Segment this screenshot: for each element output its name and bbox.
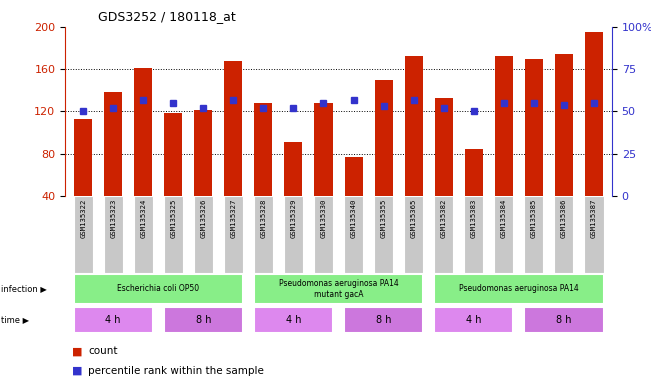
Bar xyxy=(405,56,422,196)
Text: ■: ■ xyxy=(72,366,82,376)
Text: GSM135355: GSM135355 xyxy=(381,198,387,238)
Bar xyxy=(404,196,423,273)
Text: GSM135385: GSM135385 xyxy=(531,198,537,238)
Text: percentile rank within the sample: percentile rank within the sample xyxy=(88,366,264,376)
Bar xyxy=(465,149,483,196)
Text: GSM135329: GSM135329 xyxy=(290,198,296,238)
Text: GSM135330: GSM135330 xyxy=(320,198,327,238)
Text: count: count xyxy=(88,346,117,356)
Bar xyxy=(254,196,273,273)
Bar xyxy=(284,142,303,196)
Text: GSM135323: GSM135323 xyxy=(110,198,116,238)
Text: GSM135387: GSM135387 xyxy=(591,198,597,238)
Bar xyxy=(314,196,333,273)
Bar xyxy=(344,196,363,273)
Bar xyxy=(344,307,423,333)
Bar xyxy=(434,307,514,333)
Text: GSM135340: GSM135340 xyxy=(350,198,357,238)
Text: GSM135328: GSM135328 xyxy=(260,198,266,238)
Bar xyxy=(374,196,393,273)
Bar xyxy=(194,196,213,273)
Bar xyxy=(464,196,483,273)
Text: Escherichia coli OP50: Escherichia coli OP50 xyxy=(117,285,199,293)
Bar xyxy=(194,110,212,196)
Text: GDS3252 / 180118_at: GDS3252 / 180118_at xyxy=(98,10,236,23)
Text: ■: ■ xyxy=(72,346,82,356)
Text: time ▶: time ▶ xyxy=(1,315,29,324)
Bar xyxy=(495,56,513,196)
Text: 4 h: 4 h xyxy=(105,314,121,325)
Text: 4 h: 4 h xyxy=(286,314,301,325)
Text: infection ▶: infection ▶ xyxy=(1,285,46,293)
Text: 8 h: 8 h xyxy=(376,314,391,325)
Bar xyxy=(163,196,183,273)
Bar xyxy=(134,68,152,196)
Text: GSM135326: GSM135326 xyxy=(201,198,206,238)
Text: GSM135384: GSM135384 xyxy=(501,198,506,238)
Bar xyxy=(255,103,272,196)
Text: Pseudomonas aeruginosa PA14: Pseudomonas aeruginosa PA14 xyxy=(459,285,579,293)
Bar xyxy=(434,196,453,273)
Bar xyxy=(225,61,242,196)
Text: GSM135365: GSM135365 xyxy=(411,198,417,238)
Text: GSM135327: GSM135327 xyxy=(230,198,236,238)
Bar xyxy=(104,92,122,196)
Bar xyxy=(524,307,603,333)
Bar xyxy=(494,196,514,273)
Text: GSM135383: GSM135383 xyxy=(471,198,477,238)
Text: GSM135324: GSM135324 xyxy=(140,198,146,238)
Text: GSM135322: GSM135322 xyxy=(80,198,86,238)
Bar xyxy=(555,55,573,196)
Bar xyxy=(585,32,603,196)
Bar xyxy=(585,196,603,273)
Text: 4 h: 4 h xyxy=(466,314,482,325)
Bar xyxy=(74,196,92,273)
Bar xyxy=(104,196,123,273)
Bar xyxy=(344,157,363,196)
Text: Pseudomonas aeruginosa PA14
mutant gacA: Pseudomonas aeruginosa PA14 mutant gacA xyxy=(279,279,398,299)
Bar xyxy=(524,196,544,273)
Bar xyxy=(525,59,543,196)
Bar xyxy=(434,274,603,304)
Bar xyxy=(314,103,333,196)
Bar xyxy=(74,274,243,304)
Bar xyxy=(254,307,333,333)
Bar xyxy=(163,307,243,333)
Bar xyxy=(435,98,452,196)
Bar xyxy=(224,196,243,273)
Bar xyxy=(164,114,182,196)
Bar xyxy=(374,80,393,196)
Bar xyxy=(133,196,153,273)
Bar xyxy=(74,119,92,196)
Text: GSM135325: GSM135325 xyxy=(171,198,176,238)
Bar xyxy=(254,274,423,304)
Text: GSM135386: GSM135386 xyxy=(561,198,567,238)
Text: 8 h: 8 h xyxy=(556,314,572,325)
Bar xyxy=(284,196,303,273)
Bar xyxy=(74,307,153,333)
Text: 8 h: 8 h xyxy=(195,314,211,325)
Bar xyxy=(554,196,574,273)
Text: GSM135382: GSM135382 xyxy=(441,198,447,238)
